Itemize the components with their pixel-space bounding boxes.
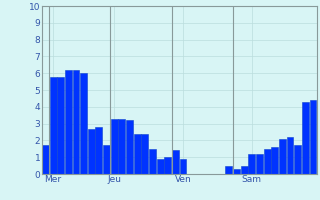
Bar bbox=[57, 77, 64, 174]
Bar bbox=[294, 145, 301, 174]
Bar bbox=[88, 129, 95, 174]
Bar bbox=[126, 120, 133, 174]
Bar bbox=[50, 77, 57, 174]
Bar bbox=[111, 119, 118, 174]
Bar bbox=[157, 159, 164, 174]
Bar bbox=[118, 119, 125, 174]
Bar bbox=[141, 134, 148, 174]
Bar bbox=[271, 147, 278, 174]
Bar bbox=[241, 166, 248, 174]
Bar bbox=[65, 70, 72, 174]
Bar bbox=[279, 139, 286, 174]
Bar bbox=[287, 137, 293, 174]
Bar bbox=[309, 100, 316, 174]
Bar bbox=[233, 169, 240, 174]
Bar bbox=[180, 159, 187, 174]
Bar bbox=[42, 145, 49, 174]
Bar bbox=[172, 150, 179, 174]
Bar bbox=[264, 149, 270, 174]
Bar bbox=[149, 149, 156, 174]
Bar bbox=[95, 127, 102, 174]
Bar bbox=[134, 134, 140, 174]
Bar bbox=[248, 154, 255, 174]
Bar bbox=[103, 145, 110, 174]
Bar bbox=[256, 154, 263, 174]
Bar bbox=[73, 70, 79, 174]
Bar bbox=[80, 73, 87, 174]
Bar bbox=[226, 166, 232, 174]
Bar bbox=[164, 157, 171, 174]
Bar bbox=[302, 102, 309, 174]
